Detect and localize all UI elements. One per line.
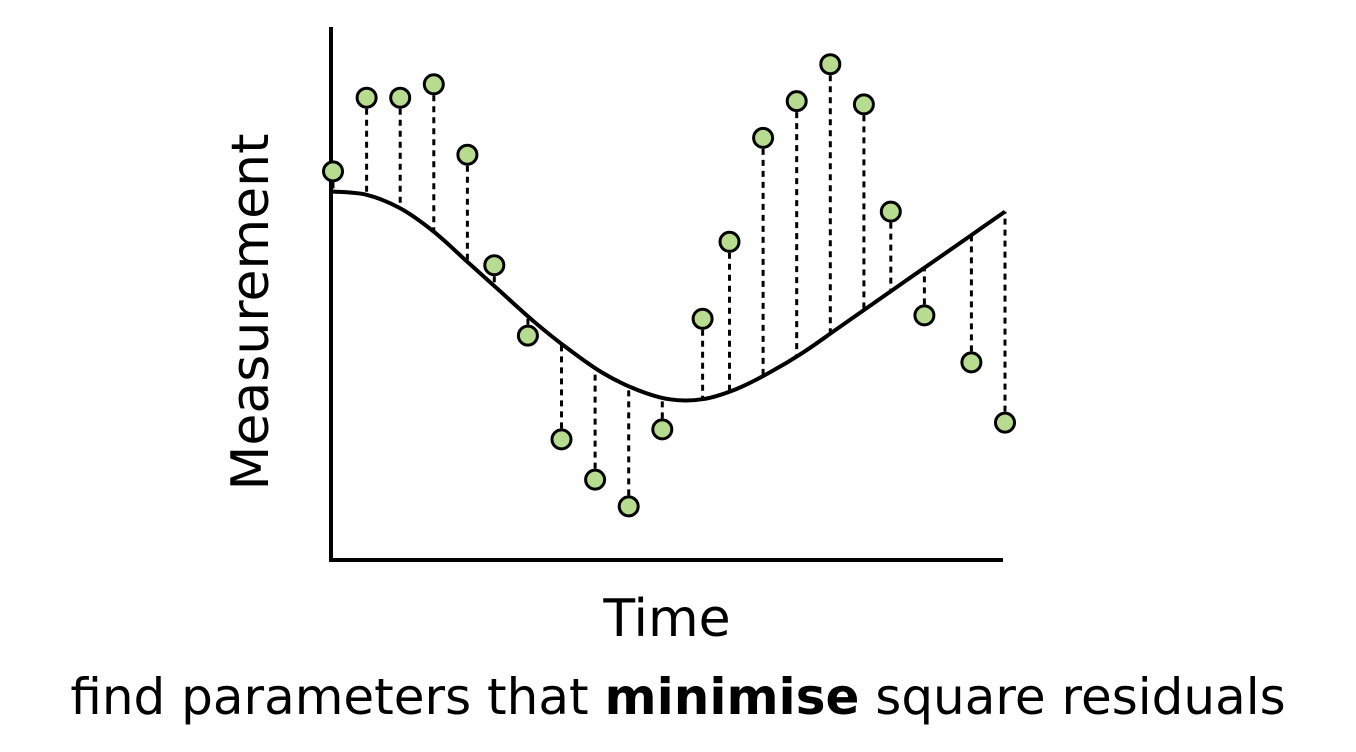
x-axis-label: Time bbox=[602, 589, 730, 649]
data-points bbox=[322, 53, 1016, 518]
data-point bbox=[322, 160, 344, 183]
data-point bbox=[355, 86, 378, 109]
data-point bbox=[960, 351, 983, 374]
data-point bbox=[516, 324, 539, 347]
data-point bbox=[752, 126, 775, 149]
data-point bbox=[389, 86, 412, 109]
data-point bbox=[879, 200, 902, 223]
data-point bbox=[456, 143, 479, 166]
data-point bbox=[913, 304, 936, 327]
fitted-curve bbox=[332, 189, 1007, 403]
data-point bbox=[691, 307, 714, 330]
residual-lines bbox=[331, 64, 1007, 507]
data-point bbox=[852, 93, 875, 116]
data-point bbox=[651, 418, 674, 441]
data-point bbox=[550, 428, 573, 451]
caption: find parameters that minimise square res… bbox=[0, 672, 1356, 722]
caption-after: square residuals bbox=[859, 668, 1286, 726]
data-point bbox=[994, 411, 1016, 434]
caption-before: find parameters that bbox=[70, 668, 605, 726]
data-point bbox=[718, 230, 741, 253]
data-point bbox=[584, 468, 607, 491]
data-point bbox=[617, 495, 640, 518]
data-point bbox=[819, 53, 842, 76]
data-point bbox=[785, 90, 808, 113]
data-point bbox=[422, 73, 445, 96]
y-axis-label: Measurement bbox=[221, 134, 281, 491]
data-point bbox=[483, 254, 506, 277]
caption-emphasis: minimise bbox=[604, 668, 860, 726]
residuals-diagram: Measurement Time bbox=[221, 27, 1016, 649]
